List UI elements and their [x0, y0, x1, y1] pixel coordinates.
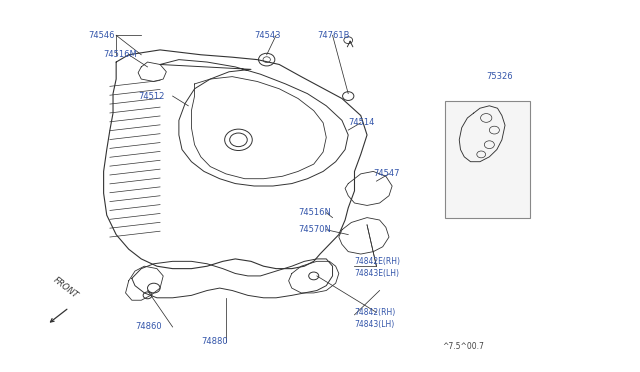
Text: 74543: 74543	[254, 31, 281, 40]
Text: 74842(RH): 74842(RH)	[355, 308, 396, 317]
Text: 74570N: 74570N	[298, 225, 331, 234]
Text: 75326: 75326	[486, 72, 513, 81]
Text: 74761B: 74761B	[317, 31, 349, 40]
Text: 74512: 74512	[138, 92, 164, 100]
Text: 74843E(LH): 74843E(LH)	[355, 269, 399, 278]
Text: 74842E(RH): 74842E(RH)	[355, 257, 401, 266]
Text: 74514: 74514	[348, 118, 374, 127]
Text: 74516M: 74516M	[104, 50, 138, 59]
Text: 74516N: 74516N	[298, 208, 331, 217]
Text: 74860: 74860	[135, 323, 162, 331]
Text: 74880: 74880	[201, 337, 227, 346]
Text: 74546: 74546	[88, 31, 115, 40]
Text: ^7.5^00.7: ^7.5^00.7	[442, 342, 484, 351]
Bar	[445, 101, 530, 218]
Text: 74843(LH): 74843(LH)	[355, 320, 395, 329]
Text: FRONT: FRONT	[52, 275, 80, 300]
Text: 74547: 74547	[373, 169, 400, 178]
